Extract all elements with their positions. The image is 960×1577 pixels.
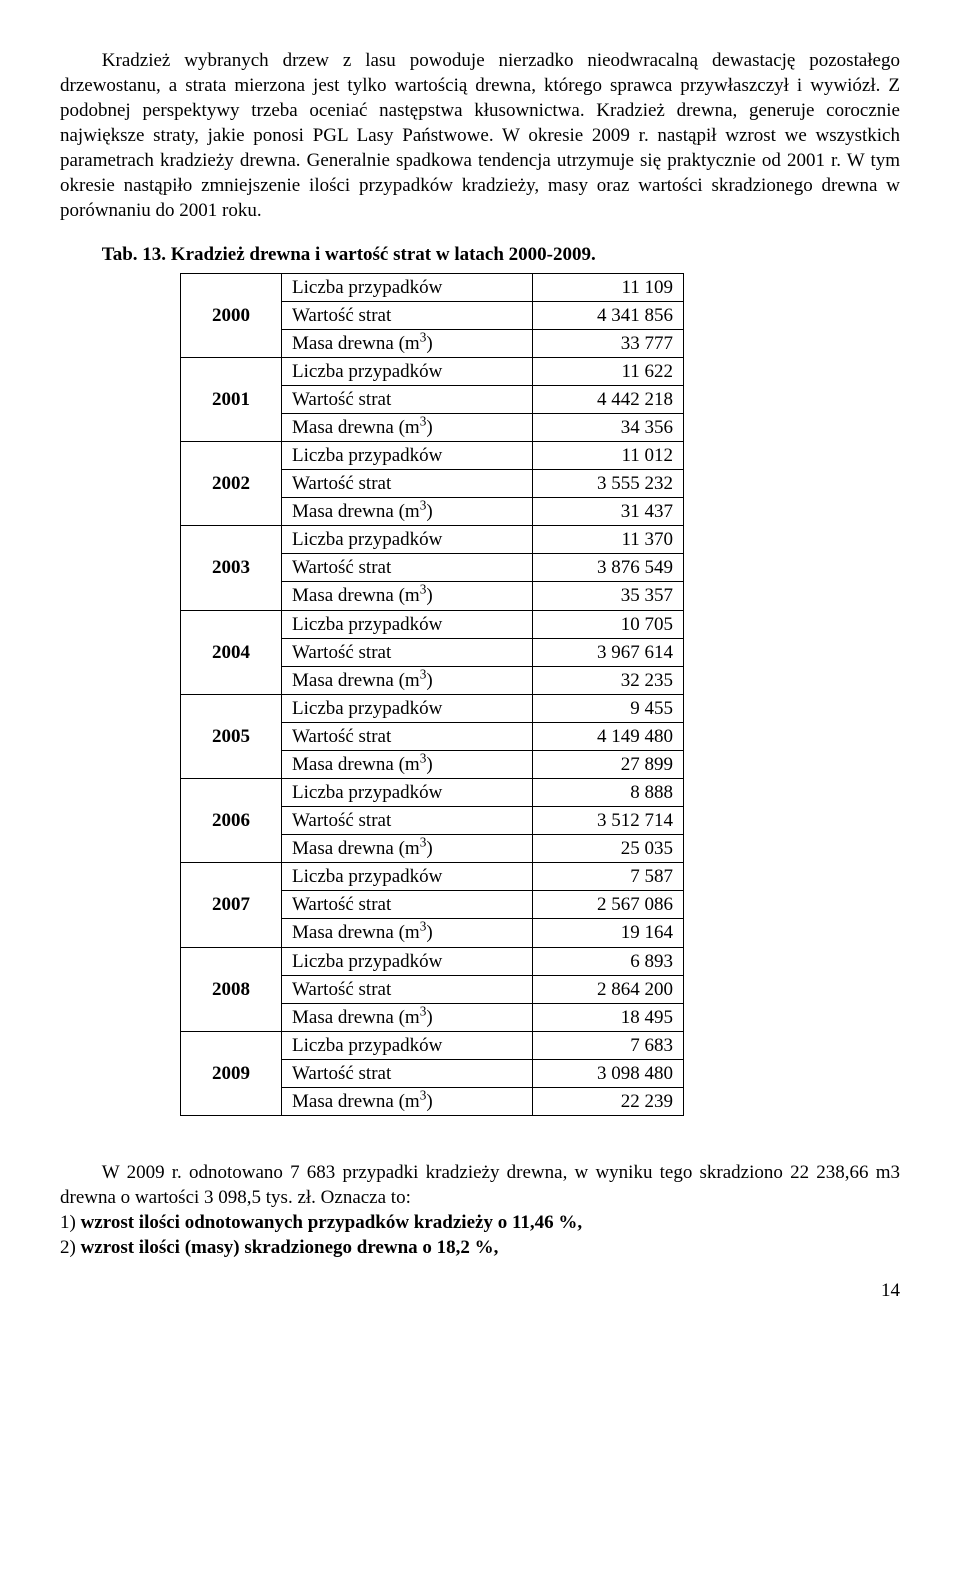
table-row: 2003Liczba przypadków11 370 — [181, 526, 684, 554]
metric-cell: Wartość strat — [282, 554, 533, 582]
closing-line-3-bold: wzrost ilości (masy) skradzionego drewna… — [81, 1237, 499, 1258]
table-row: 2009Liczba przypadków7 683 — [181, 1031, 684, 1059]
metric-cell: Masa drewna (m3) — [282, 1087, 533, 1115]
metric-cell: Masa drewna (m3) — [282, 414, 533, 442]
metric-cell: Masa drewna (m3) — [282, 750, 533, 778]
value-cell: 35 357 — [533, 582, 684, 610]
value-cell: 19 164 — [533, 919, 684, 947]
metric-cell: Wartość strat — [282, 301, 533, 329]
year-cell: 2002 — [181, 442, 282, 526]
table-row: 2000Liczba przypadków11 109 — [181, 273, 684, 301]
closing-line-2-bold: wzrost ilości odnotowanych przypadków kr… — [81, 1212, 583, 1233]
metric-cell: Wartość strat — [282, 975, 533, 1003]
metric-cell: Liczba przypadków — [282, 442, 533, 470]
value-cell: 6 893 — [533, 947, 684, 975]
table-row: 2005Liczba przypadków9 455 — [181, 694, 684, 722]
value-cell: 4 149 480 — [533, 722, 684, 750]
value-cell: 11 109 — [533, 273, 684, 301]
value-cell: 7 587 — [533, 863, 684, 891]
value-cell: 3 555 232 — [533, 470, 684, 498]
metric-cell: Liczba przypadków — [282, 273, 533, 301]
metric-cell: Wartość strat — [282, 807, 533, 835]
metric-cell: Liczba przypadków — [282, 779, 533, 807]
value-cell: 8 888 — [533, 779, 684, 807]
table-title: Tab. 13. Kradzież drewna i wartość strat… — [102, 242, 900, 267]
value-cell: 3 512 714 — [533, 807, 684, 835]
metric-cell: Masa drewna (m3) — [282, 582, 533, 610]
value-cell: 3 876 549 — [533, 554, 684, 582]
metric-cell: Masa drewna (m3) — [282, 1003, 533, 1031]
year-cell: 2009 — [181, 1031, 282, 1115]
value-cell: 11 370 — [533, 526, 684, 554]
metric-cell: Liczba przypadków — [282, 1031, 533, 1059]
table-row: 2007Liczba przypadków7 587 — [181, 863, 684, 891]
body-paragraph: Kradzież wybranych drzew z lasu powoduje… — [60, 48, 900, 224]
year-cell: 2005 — [181, 694, 282, 778]
metric-cell: Masa drewna (m3) — [282, 329, 533, 357]
value-cell: 11 622 — [533, 357, 684, 385]
table-row: 2008Liczba przypadków6 893 — [181, 947, 684, 975]
metric-cell: Wartość strat — [282, 470, 533, 498]
year-cell: 2003 — [181, 526, 282, 610]
value-cell: 11 012 — [533, 442, 684, 470]
metric-cell: Liczba przypadków — [282, 357, 533, 385]
metric-cell: Masa drewna (m3) — [282, 666, 533, 694]
year-cell: 2001 — [181, 357, 282, 441]
page-number: 14 — [60, 1278, 900, 1303]
theft-table: 2000Liczba przypadków11 109Wartość strat… — [180, 273, 684, 1116]
year-cell: 2008 — [181, 947, 282, 1031]
metric-cell: Liczba przypadków — [282, 526, 533, 554]
year-cell: 2004 — [181, 610, 282, 694]
value-cell: 25 035 — [533, 835, 684, 863]
value-cell: 18 495 — [533, 1003, 684, 1031]
metric-cell: Wartość strat — [282, 722, 533, 750]
metric-cell: Liczba przypadków — [282, 863, 533, 891]
table-row: 2001Liczba przypadków11 622 — [181, 357, 684, 385]
value-cell: 34 356 — [533, 414, 684, 442]
metric-cell: Wartość strat — [282, 891, 533, 919]
metric-cell: Masa drewna (m3) — [282, 498, 533, 526]
metric-cell: Wartość strat — [282, 1059, 533, 1087]
metric-cell: Liczba przypadków — [282, 610, 533, 638]
table-row: 2006Liczba przypadków8 888 — [181, 779, 684, 807]
year-cell: 2000 — [181, 273, 282, 357]
closing-line-3-prefix: 2) — [60, 1237, 81, 1258]
value-cell: 31 437 — [533, 498, 684, 526]
value-cell: 32 235 — [533, 666, 684, 694]
value-cell: 10 705 — [533, 610, 684, 638]
value-cell: 22 239 — [533, 1087, 684, 1115]
value-cell: 9 455 — [533, 694, 684, 722]
value-cell: 3 098 480 — [533, 1059, 684, 1087]
value-cell: 2 567 086 — [533, 891, 684, 919]
year-cell: 2007 — [181, 863, 282, 947]
value-cell: 7 683 — [533, 1031, 684, 1059]
table-row: 2002Liczba przypadków11 012 — [181, 442, 684, 470]
value-cell: 27 899 — [533, 750, 684, 778]
value-cell: 33 777 — [533, 329, 684, 357]
value-cell: 3 967 614 — [533, 638, 684, 666]
value-cell: 4 442 218 — [533, 385, 684, 413]
metric-cell: Liczba przypadków — [282, 694, 533, 722]
year-cell: 2006 — [181, 779, 282, 863]
metric-cell: Wartość strat — [282, 638, 533, 666]
metric-cell: Masa drewna (m3) — [282, 835, 533, 863]
table-row: 2004Liczba przypadków10 705 — [181, 610, 684, 638]
value-cell: 4 341 856 — [533, 301, 684, 329]
metric-cell: Liczba przypadków — [282, 947, 533, 975]
metric-cell: Wartość strat — [282, 385, 533, 413]
closing-paragraph: W 2009 r. odnotowano 7 683 przypadki kra… — [60, 1160, 900, 1260]
closing-line-1: W 2009 r. odnotowano 7 683 przypadki kra… — [60, 1162, 900, 1208]
metric-cell: Masa drewna (m3) — [282, 919, 533, 947]
closing-line-2-prefix: 1) — [60, 1212, 81, 1233]
value-cell: 2 864 200 — [533, 975, 684, 1003]
